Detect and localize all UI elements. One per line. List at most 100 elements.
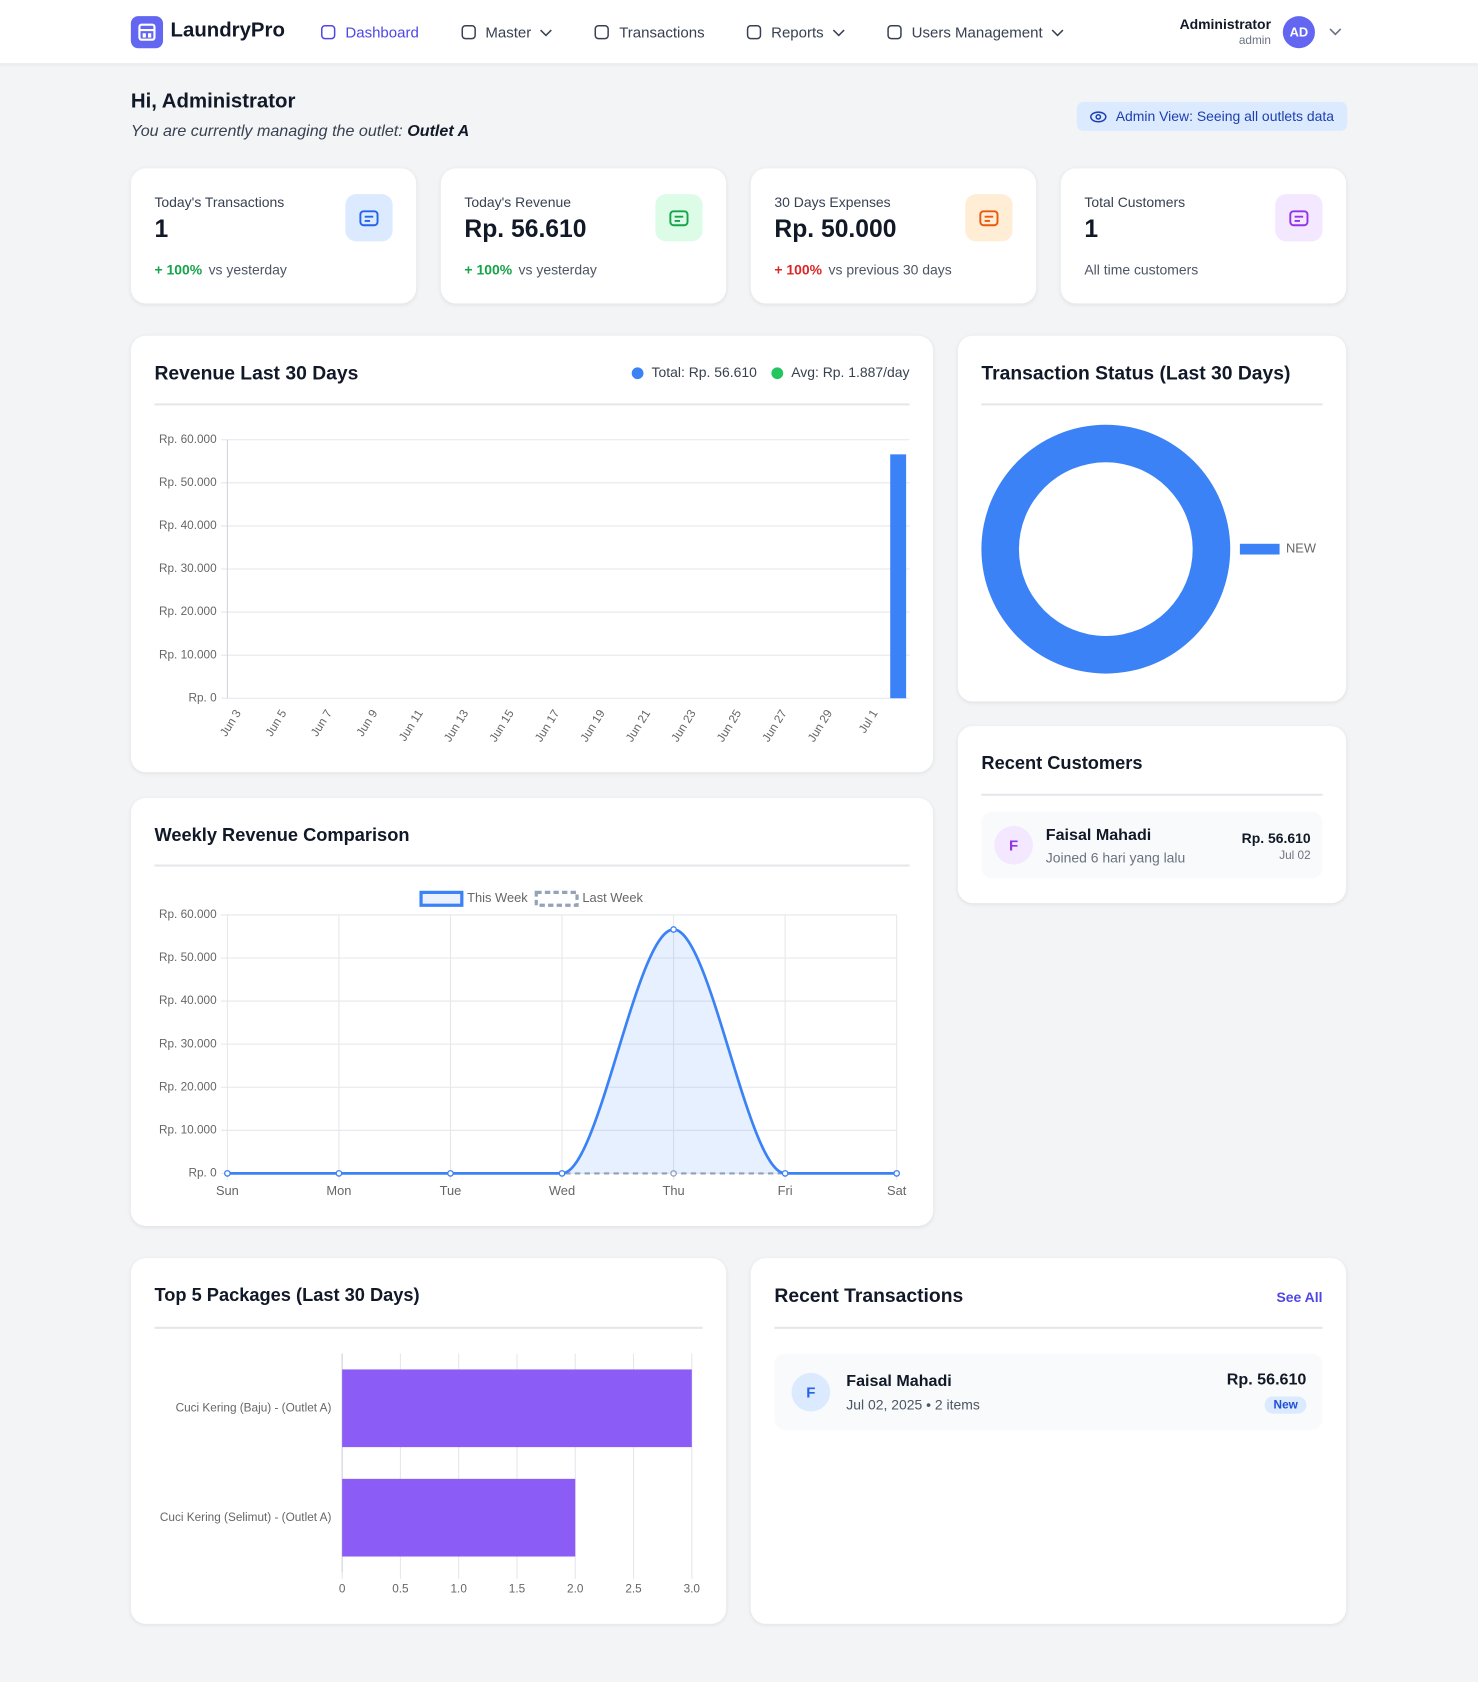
- line-point: [224, 1170, 231, 1177]
- nav-label: Transactions: [619, 23, 705, 41]
- stat-footer: All time customers: [1084, 262, 1198, 278]
- line-point: [781, 1170, 789, 1177]
- user-avatar[interactable]: AD: [1282, 16, 1315, 49]
- stat-change: + 100%: [464, 261, 513, 278]
- bar: [342, 1369, 692, 1448]
- stat-change: + 100%: [154, 261, 203, 278]
- recent-customers-card: Recent Customers F Faisal Mahadi Joined …: [957, 726, 1347, 904]
- divider: [154, 864, 910, 867]
- recent-transactions-card: Recent Transactions See All F Faisal Mah…: [750, 1258, 1347, 1624]
- x-tick-label: Jun 13: [442, 707, 472, 744]
- revenue-card: Revenue Last 30 Days: [130, 335, 934, 773]
- x-tick-label: Jun 25: [714, 707, 744, 744]
- stat-card: 30 Days Expenses Rp. 50.000 + 100% vs previ…: [750, 168, 1037, 304]
- divider: [154, 1326, 703, 1329]
- y-tick-label: Rp. 10.000: [159, 648, 217, 661]
- user-info: Administrator admin: [1180, 16, 1271, 47]
- customer-date: Jul 02: [1279, 849, 1311, 863]
- transaction-item[interactable]: F Faisal Mahadi Jul 02, 2025 • 2 items R…: [774, 1353, 1323, 1430]
- y-tick-label: Rp. 60.000: [159, 908, 217, 921]
- x-tick-label: Jun 11: [397, 707, 426, 743]
- y-tick-label: Cuci Kering (Baju) - (Outlet A): [176, 1401, 332, 1414]
- transaction-customer: Faisal Mahadi: [846, 1371, 952, 1391]
- card-title: Recent Transactions: [774, 1284, 964, 1307]
- see-all-link[interactable]: See All: [1276, 1289, 1323, 1306]
- x-tick-label: Jun 21: [623, 707, 653, 744]
- stat-icon-glyph: [1289, 210, 1309, 227]
- y-tick-label: Rp. 20.000: [159, 1080, 217, 1093]
- y-tick-label: Rp. 50.000: [159, 951, 217, 964]
- divider: [774, 1326, 1323, 1329]
- x-tick-label: Jun 19: [578, 707, 608, 744]
- y-tick-label: Rp. 40.000: [159, 994, 217, 1007]
- nav-chevron: [1051, 29, 1064, 37]
- nav-chevron: [540, 29, 553, 37]
- nav-chevron: [832, 29, 845, 37]
- legend-item: This Week: [419, 890, 528, 907]
- stat-card: Today's Revenue Rp. 56.610 + 100% vs yester…: [440, 168, 727, 304]
- stat-icon: [345, 194, 393, 242]
- stat-label: Today's Revenue: [464, 194, 571, 211]
- nav-label: Reports: [771, 23, 824, 41]
- x-tick-label: Jun 7: [309, 707, 335, 738]
- customer-item[interactable]: F Faisal Mahadi Joined 6 hari yang lalu …: [981, 811, 1323, 879]
- stat-note: vs yesterday: [518, 261, 597, 278]
- nav-label: Master: [485, 23, 532, 41]
- line: [227, 928, 897, 1175]
- outlet-name: Outlet A: [407, 122, 470, 141]
- nav-label: Dashboard: [345, 23, 419, 41]
- stat-note: All time customers: [1084, 261, 1199, 278]
- line-point: [670, 1170, 677, 1177]
- transaction-avatar: F: [791, 1372, 831, 1412]
- user-role: admin: [1238, 34, 1271, 48]
- legend-label: Total: Rp. 56.610: [652, 364, 758, 380]
- user-menu-chevron[interactable]: [1328, 26, 1343, 39]
- x-tick-label: Jun 3: [218, 707, 245, 739]
- x-tick-label: 1.0: [451, 1583, 468, 1596]
- x-tick-label: Jun 23: [669, 707, 699, 744]
- logo[interactable]: [130, 16, 164, 49]
- x-tick-label: Jul 1: [856, 707, 880, 735]
- legend-label: NEW: [1286, 541, 1317, 556]
- y-tick-label: Cuci Kering (Selimut) - (Outlet A): [160, 1511, 332, 1524]
- x-tick-label: Thu: [662, 1183, 684, 1198]
- stat-card: Today's Transactions 1 + 100% vs yesterday: [130, 168, 417, 304]
- greeting-title: Hi, Administrator: [130, 90, 296, 113]
- bar: [342, 1478, 576, 1557]
- brand[interactable]: LaundryPro: [170, 19, 285, 42]
- nav-item[interactable]: Transactions: [593, 21, 705, 42]
- x-tick-label: Sat: [887, 1183, 907, 1198]
- x-tick-label: 0.5: [392, 1583, 409, 1596]
- stat-label: Today's Transactions: [154, 194, 285, 211]
- legend-label: This Week: [467, 890, 528, 905]
- stat-icon: [1275, 194, 1323, 242]
- stat-value: 1: [154, 214, 169, 243]
- line-point: [335, 1170, 343, 1177]
- customer-avatar: F: [994, 825, 1033, 865]
- stat-label: 30 Days Expenses: [774, 194, 891, 211]
- legend-label: Last Week: [582, 890, 643, 905]
- x-tick-label: Jun 27: [760, 707, 790, 744]
- nav-icon: [594, 24, 610, 40]
- admin-badge: Admin View: Seeing all outlets data: [1076, 101, 1348, 131]
- nav-item[interactable]: Dashboard: [320, 21, 419, 42]
- line-point: [558, 1170, 566, 1177]
- y-tick-label: Rp. 50.000: [159, 476, 217, 489]
- x-tick-label: 1.5: [509, 1583, 526, 1596]
- nav-item[interactable]: Reports: [745, 21, 845, 42]
- x-tick-label: 0: [339, 1583, 346, 1596]
- y-tick-label: Rp. 30.000: [159, 1037, 217, 1050]
- nav-item[interactable]: Users Management: [886, 21, 1064, 42]
- stat-value: 1: [1084, 214, 1099, 243]
- legend-dot: [771, 367, 784, 380]
- greeting-subtitle: You are currently managing the outlet: O…: [131, 122, 469, 140]
- donut-slice: [981, 424, 1231, 674]
- stat-footer: + 100% vs yesterday: [464, 262, 596, 278]
- bar: [890, 454, 907, 699]
- customer-name: Faisal Mahadi: [1045, 825, 1152, 845]
- x-tick-label: Jun 5: [263, 707, 290, 739]
- nav-icon: [887, 24, 902, 40]
- x-tick-label: Wed: [549, 1183, 575, 1198]
- divider: [154, 403, 910, 406]
- nav-item[interactable]: Master: [460, 21, 553, 42]
